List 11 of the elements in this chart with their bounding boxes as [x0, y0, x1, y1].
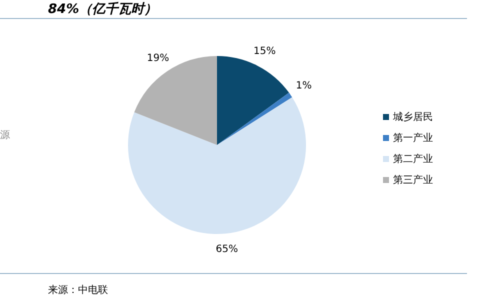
- source-note: 来源：中电联: [48, 284, 108, 297]
- legend-label: 第二产业: [393, 152, 433, 166]
- legend-label: 第一产业: [393, 132, 433, 144]
- data-label: 19%: [146, 52, 170, 64]
- chart-title: 84%（亿千瓦时）: [48, 0, 158, 18]
- legend-label: 第三产业: [393, 174, 433, 186]
- text: 源: [0, 129, 10, 142]
- data-label: 1%: [296, 80, 312, 92]
- data-label: 15%: [254, 46, 276, 58]
- data-label: 65%: [216, 244, 238, 256]
- legend-label: 城乡居民: [393, 110, 433, 124]
